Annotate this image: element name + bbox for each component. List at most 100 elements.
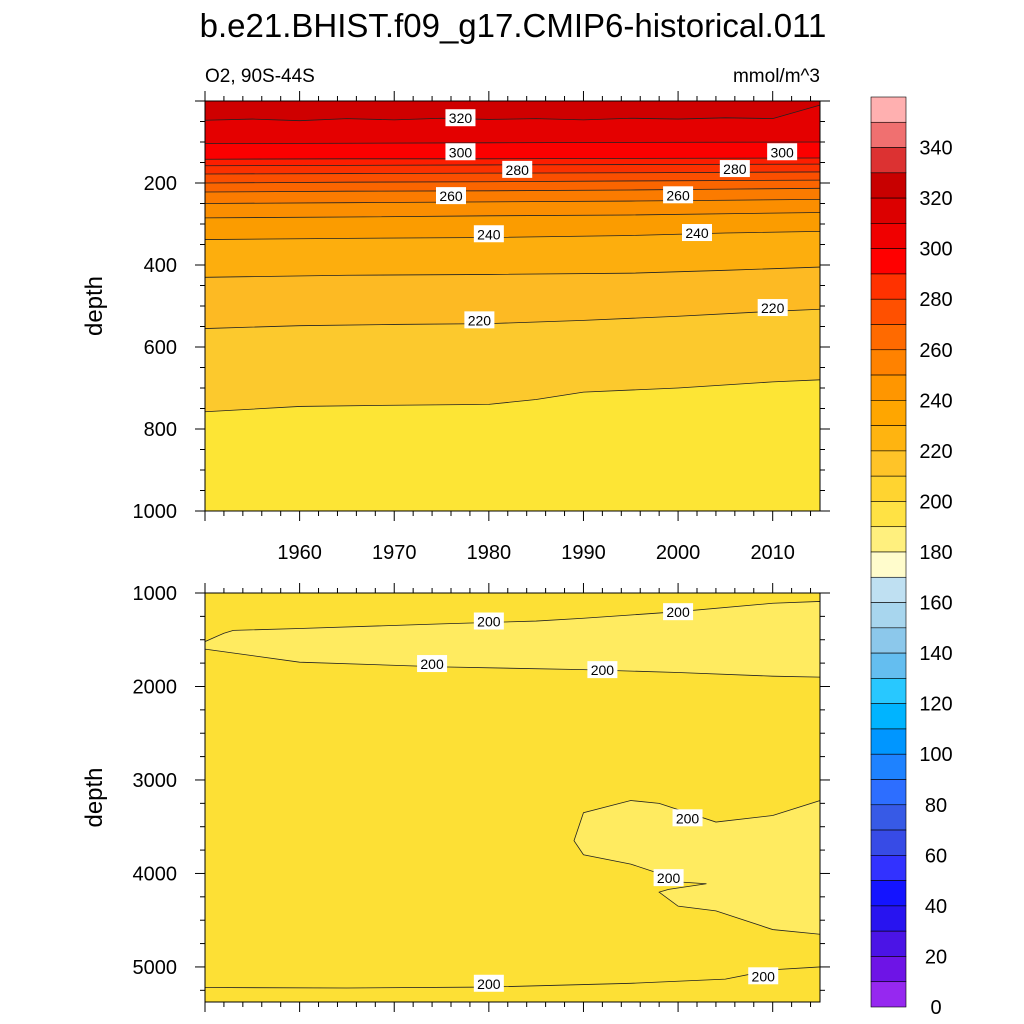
- contour-label-bg: [748, 967, 779, 985]
- contour-label-text: 240: [477, 226, 501, 242]
- colorbar-swatch: [870, 147, 907, 174]
- contour-line-240: [205, 212, 820, 219]
- contour-label-text: 200: [591, 662, 615, 678]
- colorbar-swatch: [870, 855, 907, 881]
- contour-line-225: [205, 308, 820, 329]
- contour-label: 300: [445, 143, 476, 161]
- contour-label: 280: [719, 160, 750, 178]
- contour-label: 260: [663, 186, 694, 204]
- contour-label: 200: [748, 967, 779, 985]
- contour-label: 200: [473, 974, 504, 992]
- contour-label-text: 200: [676, 810, 700, 826]
- contour-line-260: [205, 187, 820, 193]
- colorbar-label: 340: [919, 138, 952, 160]
- colorbar-swatch: [870, 652, 907, 679]
- contour-band-320: [205, 101, 820, 121]
- contour-label: 200: [587, 661, 618, 679]
- colorbar-swatch: [870, 779, 907, 806]
- colorbar-swatch: [870, 172, 907, 199]
- contour-label-text: 200: [477, 614, 501, 630]
- contour-label-text: 260: [666, 187, 690, 203]
- x-tick-label: 2010: [750, 542, 795, 564]
- colorbar-label: 60: [925, 845, 947, 867]
- colorbar-swatch: [870, 981, 907, 1008]
- contour-label-bg: [682, 224, 712, 242]
- contour-label: 280: [502, 160, 533, 178]
- colorbar-label: 320: [919, 188, 952, 210]
- contour-line-310: [205, 141, 820, 145]
- colorbar-label: 20: [925, 946, 947, 968]
- y-tick-label: 3000: [133, 770, 178, 792]
- y-tick-label: 1000: [133, 583, 178, 605]
- contour-label: 320: [445, 109, 476, 127]
- contour-label-bg: [473, 225, 504, 243]
- colorbar-swatch: [870, 400, 907, 426]
- y-tick-label: 600: [144, 337, 177, 359]
- colorbar-swatch: [870, 930, 907, 957]
- colorbar-swatch: [870, 956, 907, 983]
- y-tick-label: 400: [144, 255, 177, 277]
- units-label: mmol/m^3: [733, 66, 820, 87]
- colorbar-swatch: [870, 551, 907, 578]
- colorbar-swatch: [870, 678, 907, 704]
- colorbar-label: 240: [919, 390, 952, 412]
- contour-label-text: 200: [420, 656, 444, 672]
- contour-label-text: 320: [449, 110, 473, 126]
- colorbar-swatch: [870, 450, 907, 477]
- colorbar-swatch: [870, 475, 907, 502]
- contour-line-220: [205, 379, 820, 413]
- x-tick-label: 1960: [277, 542, 322, 564]
- contour-label-text: 200: [752, 968, 776, 984]
- colorbar-swatch: [870, 501, 907, 528]
- contour-label: 200: [663, 603, 694, 621]
- x-tick-label: 1980: [467, 542, 512, 564]
- y-tick-label: 200: [144, 173, 177, 195]
- colorbar-swatch: [870, 248, 907, 275]
- colorbar-label: 180: [919, 542, 952, 564]
- contour-label: 220: [757, 299, 788, 317]
- colorbar-label: 160: [919, 593, 952, 615]
- contour-label: 200: [672, 809, 703, 827]
- contour-label: 200: [473, 612, 504, 630]
- contour-label-bg: [757, 299, 788, 317]
- contour-label-bg: [767, 143, 798, 161]
- colorbar-swatch: [870, 349, 907, 376]
- colorbar-label: 260: [919, 340, 952, 362]
- contour-label-bg: [417, 655, 448, 673]
- y-tick-label: 800: [144, 419, 177, 441]
- colorbar-swatch: [870, 121, 907, 148]
- contour-label: 260: [436, 187, 466, 205]
- colorbar-swatch: [870, 425, 907, 452]
- y-tick-label: 2000: [133, 676, 178, 698]
- colorbar-swatch: [870, 96, 907, 123]
- y-axis-label: depth: [81, 767, 108, 827]
- contour-line-300: [205, 157, 820, 160]
- contour-line-250: [205, 199, 820, 204]
- colorbar-label: 120: [919, 694, 952, 716]
- contour-label-text: 280: [723, 161, 747, 177]
- contour-label-text: 200: [666, 604, 690, 620]
- contour-line-230: [205, 266, 820, 278]
- colorbar-swatch: [870, 223, 907, 249]
- contour-label-bg: [502, 160, 533, 178]
- colorbar-label: 140: [919, 643, 952, 665]
- contour-label-bg: [587, 661, 618, 679]
- contour-label: 240: [473, 225, 504, 243]
- colorbar-swatch: [870, 880, 907, 907]
- y-tick-label: 1000: [133, 501, 178, 523]
- x-tick-label: 2000: [656, 542, 701, 564]
- contour-label-bg: [672, 809, 703, 827]
- contour-label-text: 260: [439, 188, 463, 204]
- contour-label-bg: [473, 612, 504, 630]
- contour-label: 200: [653, 869, 684, 887]
- plot-area: 320 300 300 280 280 260 260 240 240 220 220: [205, 101, 820, 511]
- contour-line-235: [205, 230, 820, 240]
- contour-label-text: 200: [657, 870, 681, 886]
- colorbar-swatch: [870, 627, 907, 654]
- contour-label: 240: [682, 224, 712, 242]
- x-tick-label: 1970: [372, 542, 417, 564]
- contour-label-bg: [663, 603, 694, 621]
- colorbar-label: 220: [919, 441, 952, 463]
- colorbar-label: 80: [925, 795, 947, 817]
